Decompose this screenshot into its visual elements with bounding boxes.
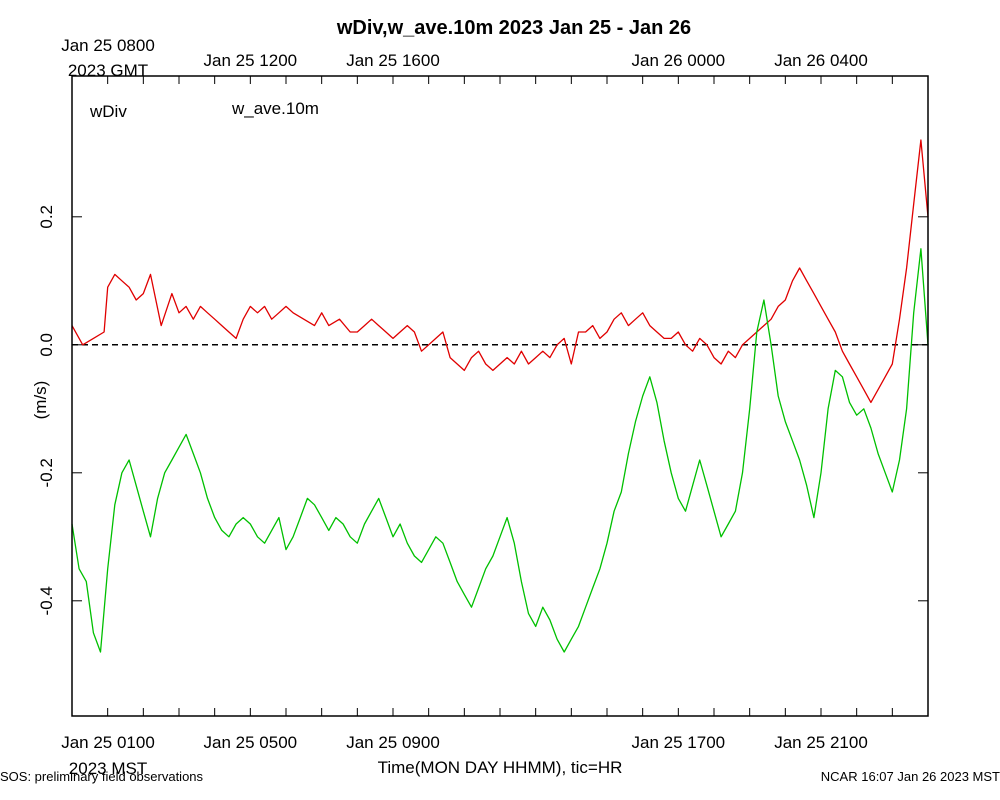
bottom-axis-ticks: Jan 25 0100 Jan 25 0500 Jan 25 0900 Jan 25 … (61, 708, 929, 752)
y-tick-label: 0.2 (37, 205, 56, 229)
top-timezone-label: 2023 GMT (68, 61, 148, 80)
footer-timestamp: NCAR 16:07 Jan 26 2023 MST (821, 769, 1000, 784)
top-tick-label: Jan 26 0000 (632, 51, 726, 70)
top-tick-label: Jan 26 0400 (774, 51, 868, 70)
y-tick-label: -0.4 (37, 586, 56, 615)
series-layer (71, 139, 929, 653)
y-tick-label: -0.2 (37, 458, 56, 487)
y-axis-ticks: 0.2 0.0 -0.2 -0.4 (37, 205, 928, 615)
legend-w-ave-10m: w_ave.10m (231, 99, 319, 118)
chart-title: wDiv,w_ave.10m 2023 Jan 25 - Jan 26 (336, 17, 691, 39)
top-tick-label: Jan 25 0800 (61, 36, 155, 55)
bottom-tick-label: Jan 25 0100 (61, 733, 155, 752)
legend-wdiv: wDiv (89, 102, 127, 121)
series-line-w-ave-10m (71, 248, 929, 653)
series-line-wdiv (71, 139, 929, 404)
bottom-tick-label: Jan 25 0500 (204, 733, 298, 752)
bottom-timezone-label: 2023 MST (69, 759, 147, 778)
x-axis-label: Time(MON DAY HHMM), tic=HR (378, 758, 623, 777)
footer-source-note: SOS: preliminary field observations (0, 769, 204, 784)
bottom-tick-label: Jan 25 1700 (632, 733, 726, 752)
top-tick-label: Jan 25 1600 (346, 51, 440, 70)
bottom-tick-label: Jan 25 0900 (346, 733, 440, 752)
y-tick-label: 0.0 (37, 333, 56, 357)
plot-frame (71, 75, 929, 717)
y-axis-label: (m/s) (31, 381, 50, 420)
top-axis-ticks: Jan 25 0800 Jan 25 1200 Jan 25 1600 Jan 26 … (61, 36, 929, 84)
top-tick-label: Jan 25 1200 (204, 51, 298, 70)
bottom-tick-label: Jan 25 2100 (774, 733, 868, 752)
